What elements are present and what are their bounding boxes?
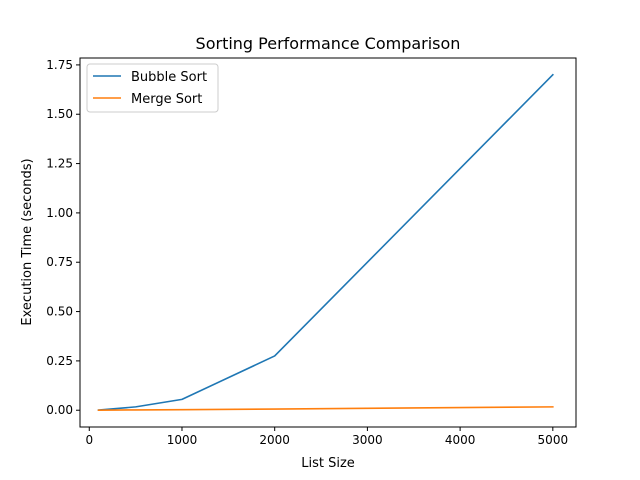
series-line-1 [97, 406, 554, 411]
legend-label-1: Merge Sort [131, 92, 202, 107]
y-tick-label: 1.00 [46, 206, 73, 220]
y-tick-label: 0.75 [46, 255, 73, 269]
y-tick-label: 0.50 [46, 305, 73, 319]
x-tick-label: 4000 [445, 433, 476, 447]
legend: Bubble Sort Merge Sort [86, 63, 219, 113]
y-axis-label: Execution Time (seconds) [20, 158, 35, 325]
y-tick-label: 1.50 [46, 107, 73, 121]
series-line-0 [97, 73, 554, 411]
x-tick-label: 3000 [352, 433, 383, 447]
series-layer [97, 73, 554, 411]
y-tick-label: 0.00 [46, 403, 73, 417]
x-tick-label: 1000 [167, 433, 198, 447]
y-tick-label: 0.25 [46, 354, 73, 368]
x-axis-ticks: 0 1000 2000 3000 4000 5000 [85, 427, 568, 447]
x-tick-label: 0 [85, 433, 93, 447]
y-axis-ticks: 0.00 0.25 0.50 0.75 1.00 1.25 1.50 1.75 [46, 58, 80, 417]
legend-label-0: Bubble Sort [131, 70, 207, 85]
plot-frame [79, 57, 577, 428]
y-tick-label: 1.25 [46, 157, 73, 171]
x-tick-label: 2000 [259, 433, 290, 447]
x-tick-label: 5000 [538, 433, 569, 447]
chart-title: Sorting Performance Comparison [196, 34, 461, 53]
x-axis-label: List Size [301, 456, 355, 471]
y-tick-label: 1.75 [46, 58, 73, 72]
